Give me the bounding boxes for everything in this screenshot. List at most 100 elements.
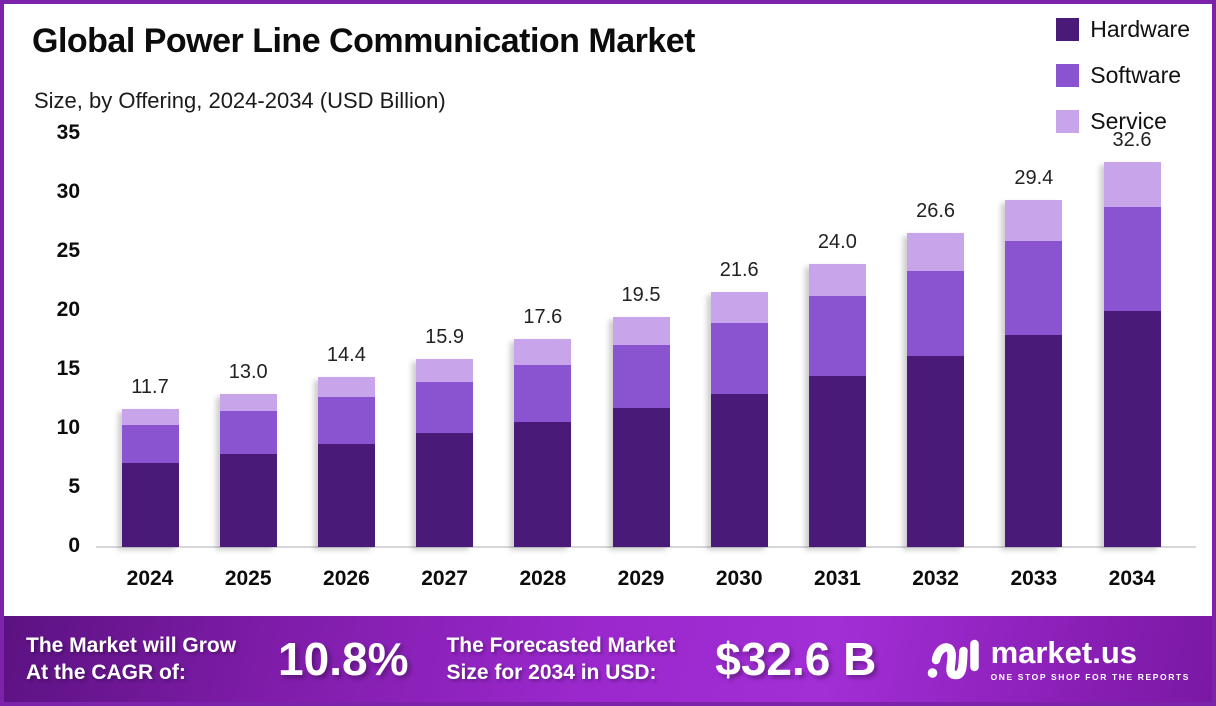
bar-segment-hardware-2024 (121, 463, 179, 547)
bar-segment-service-2024 (121, 408, 179, 426)
x-axis-line (96, 546, 1196, 548)
bar-segment-service-2025 (219, 393, 277, 412)
bar-2034 (1103, 162, 1161, 547)
bar-total-label-2024: 11.7 (131, 375, 169, 398)
legend: Hardware Software Service (1056, 16, 1190, 135)
bar-segment-hardware-2033 (1005, 334, 1063, 547)
y-axis-tick-25: 25 (56, 239, 80, 262)
legend-label: Hardware (1090, 16, 1190, 42)
bar-segment-service-2029 (612, 316, 670, 346)
x-axis-label-2029: 2029 (617, 567, 665, 590)
bar-2024 (121, 408, 179, 547)
brand-logo: market.us ONE STOP SHOP FOR THE REPORTS (927, 636, 1190, 682)
x-axis-label-2032: 2032 (912, 567, 959, 590)
bar-2028 (514, 339, 572, 547)
brand-name: market.us (990, 634, 1138, 670)
bar-total-label-2025: 13.0 (228, 360, 268, 383)
y-axis-tick-10: 10 (56, 416, 80, 439)
bar-segment-software-2028 (514, 365, 572, 422)
bar-segment-hardware-2026 (317, 444, 375, 547)
bar-2025 (219, 393, 277, 547)
bar-total-label-2029: 19.5 (621, 283, 661, 306)
bar-segment-hardware-2029 (612, 407, 670, 547)
bar-segment-service-2032 (907, 233, 965, 271)
brand-tagline: ONE STOP SHOP FOR THE REPORTS (990, 671, 1190, 682)
bar-total-label-2026: 14.4 (326, 344, 366, 367)
bar-2031 (808, 263, 866, 547)
x-axis-label-2034: 2034 (1108, 567, 1156, 590)
bar-2029 (612, 316, 670, 547)
bar-segment-service-2030 (710, 292, 768, 323)
legend-label: Service (1090, 108, 1167, 134)
cagr-value: 10.8% (278, 633, 409, 685)
cagr-label-line1: The Market will Grow (26, 633, 237, 657)
bar-segment-service-2034 (1103, 162, 1161, 208)
software-swatch-icon (1056, 64, 1080, 87)
bar-segment-software-2033 (1005, 241, 1063, 335)
bar-total-label-2031: 24.0 (817, 230, 857, 253)
y-axis-tick-35: 35 (56, 121, 80, 144)
x-axis-label-2025: 2025 (224, 567, 272, 590)
bar-segment-service-2031 (808, 263, 866, 296)
bar-segment-software-2030 (710, 322, 768, 394)
y-axis-tick-0: 0 (68, 534, 80, 557)
bar-2033 (1005, 200, 1063, 547)
x-axis-label-2030: 2030 (715, 567, 763, 590)
bar-segment-software-2024 (121, 425, 179, 464)
bar-total-label-2027: 15.9 (425, 326, 465, 349)
brand-text: market.us ONE STOP SHOP FOR THE REPORTS (991, 637, 1190, 682)
bar-segment-software-2027 (416, 381, 474, 433)
x-axis-label-2024: 2024 (126, 567, 174, 590)
y-axis-tick-5: 5 (68, 475, 80, 498)
legend-item-software: Software (1056, 62, 1190, 89)
forecast-value: $32.6 B (715, 633, 877, 685)
bar-segment-service-2027 (416, 359, 474, 382)
y-axis-tick-20: 20 (56, 298, 80, 321)
bar-segment-hardware-2034 (1103, 310, 1161, 547)
bar-segment-service-2033 (1005, 200, 1063, 242)
x-axis-label-2031: 2031 (814, 567, 861, 590)
bar-segment-hardware-2025 (219, 453, 277, 547)
stacked-bar-chart: 0 5 10 15 20 25 30 35 11.7 2024 13.0 2025 14.4 2026 15… (4, 4, 1212, 616)
bar-total-label-2033: 29.4 (1014, 167, 1054, 190)
bar-total-label-2034: 32.6 (1112, 129, 1152, 152)
bar-segment-service-2028 (514, 339, 572, 366)
bar-2026 (317, 377, 375, 547)
x-axis-label-2026: 2026 (323, 567, 370, 590)
legend-item-hardware: Hardware (1056, 16, 1190, 43)
x-axis-label-2027: 2027 (421, 567, 468, 590)
x-axis-label-2033: 2033 (1010, 567, 1058, 590)
y-axis-tick-15: 15 (56, 357, 80, 380)
bar-2030 (710, 292, 768, 547)
bar-segment-hardware-2031 (808, 375, 866, 547)
bar-segment-service-2026 (317, 377, 375, 398)
bar-total-label-2028: 17.6 (523, 306, 563, 329)
cagr-label-line2: At the CAGR of: (26, 661, 186, 684)
x-axis-label-2028: 2028 (519, 567, 567, 590)
bar-segment-software-2034 (1103, 207, 1161, 311)
forecast-label-line1: The Forecasted Market (446, 633, 676, 657)
bar-segment-hardware-2032 (907, 355, 965, 547)
bar-segment-software-2026 (317, 397, 375, 445)
bar-segment-software-2029 (612, 345, 670, 408)
bar-2032 (907, 233, 965, 547)
bar-segment-software-2031 (808, 295, 866, 376)
bar-2027 (416, 359, 474, 547)
service-swatch-icon (1056, 110, 1080, 133)
cagr-label: The Market will Grow At the CAGR of: (26, 632, 236, 687)
chart-subtitle: Size, by Offering, 2024-2034 (USD Billio… (34, 88, 446, 113)
marketus-logo-icon (927, 639, 979, 680)
legend-item-service: Service (1056, 108, 1190, 135)
bar-total-label-2032: 26.6 (916, 200, 956, 223)
chart-title: Global Power Line Communication Market (32, 22, 696, 60)
bar-segment-hardware-2028 (514, 421, 572, 547)
legend-label: Software (1090, 62, 1182, 88)
bar-total-label-2030: 21.6 (719, 259, 759, 282)
y-axis-tick-30: 30 (56, 180, 80, 203)
bar-segment-hardware-2027 (416, 432, 474, 547)
bar-segment-software-2025 (219, 411, 277, 454)
bar-segment-software-2032 (907, 270, 965, 356)
bar-segment-hardware-2030 (710, 393, 768, 547)
bottom-banner: The Market will Grow At the CAGR of: 10.… (4, 616, 1212, 702)
